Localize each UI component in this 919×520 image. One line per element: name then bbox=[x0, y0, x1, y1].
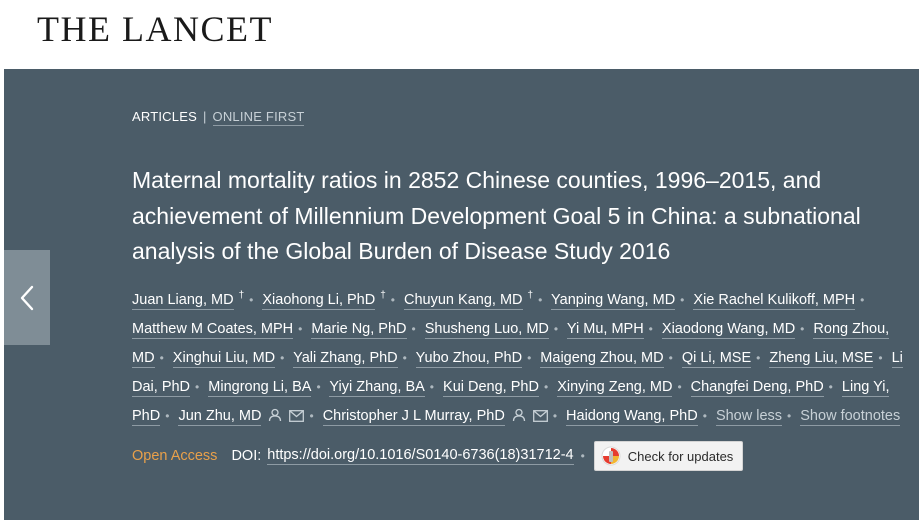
crossmark-icon bbox=[601, 446, 621, 466]
envelope-icon[interactable] bbox=[532, 410, 548, 422]
lancet-logo[interactable]: THE LANCET bbox=[37, 9, 273, 49]
equal-contribution-marker[interactable]: † bbox=[527, 290, 534, 301]
author-list: Juan Liang, MD † • Xiaohong Li, PhD † • Chuy… bbox=[132, 281, 917, 431]
equal-contribution-marker[interactable]: † bbox=[238, 290, 245, 301]
author-link[interactable]: Yubo Zhou, PhD bbox=[415, 350, 523, 368]
author-link[interactable]: Changfei Deng, PhD bbox=[690, 379, 824, 397]
author-link[interactable]: Mingrong Li, BA bbox=[208, 379, 312, 397]
author-separator: • bbox=[552, 409, 558, 423]
check-for-updates-button[interactable]: Check for updates bbox=[593, 441, 744, 471]
author-separator: • bbox=[860, 293, 865, 307]
author-link[interactable]: Haidong Wang, PhD bbox=[566, 408, 698, 426]
author-link[interactable]: Li Dai, PhD bbox=[132, 350, 903, 397]
author-link[interactable]: Juan Liang, MD bbox=[132, 292, 234, 310]
author-link[interactable]: Shusheng Luo, MD bbox=[424, 321, 549, 339]
author-link[interactable]: Maigeng Zhou, MD bbox=[540, 350, 664, 368]
breadcrumb-articles: ARTICLES bbox=[132, 109, 197, 124]
breadcrumb-online-first[interactable]: ONLINE FIRST bbox=[212, 109, 305, 126]
author-link[interactable]: Rong Zhou, MD bbox=[132, 321, 890, 368]
open-access-label: Open Access bbox=[132, 448, 218, 464]
author-link[interactable]: Marie Ng, PhD bbox=[311, 321, 407, 339]
author-separator: • bbox=[390, 293, 395, 307]
person-icon[interactable] bbox=[512, 408, 526, 422]
author-link[interactable]: Xiaohong Li, PhD bbox=[262, 292, 376, 310]
author-separator: • bbox=[280, 351, 285, 365]
author-link[interactable]: Xiaodong Wang, MD bbox=[661, 321, 796, 339]
envelope-icon[interactable] bbox=[289, 410, 305, 422]
author-separator: • bbox=[298, 322, 303, 336]
author-link[interactable]: Yiyi Zhang, BA bbox=[329, 379, 425, 397]
author-link[interactable]: Yali Zhang, PhD bbox=[293, 350, 398, 368]
article-title: Maternal mortality ratios in 2852 Chines… bbox=[132, 167, 861, 264]
author-separator: • bbox=[165, 409, 170, 423]
author-separator: • bbox=[553, 322, 559, 336]
author-separator: • bbox=[756, 351, 761, 365]
check-for-updates-label: Check for updates bbox=[627, 448, 734, 464]
author-separator: • bbox=[648, 322, 653, 336]
doi-link[interactable]: https://doi.org/10.1016/S0140-6736(18)31… bbox=[267, 447, 574, 465]
person-icon[interactable] bbox=[268, 408, 282, 422]
author-separator: • bbox=[429, 380, 434, 394]
breadcrumb-separator: | bbox=[202, 109, 207, 124]
author-link[interactable]: Ling Yi, PhD bbox=[132, 379, 890, 426]
author-separator: • bbox=[527, 351, 532, 365]
author-link[interactable]: Christopher J L Murray, PhD bbox=[322, 408, 505, 426]
chevron-left-icon bbox=[20, 285, 34, 310]
author-separator: • bbox=[316, 380, 321, 394]
breadcrumb: ARTICLES | ONLINE FIRST bbox=[132, 109, 305, 126]
author-link[interactable]: Zheng Liu, MSE bbox=[769, 350, 874, 368]
article-meta: Open Access DOI: https://doi.org/10.1016… bbox=[132, 441, 744, 471]
author-separator: • bbox=[668, 351, 673, 365]
author-separator: • bbox=[411, 322, 416, 336]
author-link[interactable]: Qi Li, MSE bbox=[681, 350, 752, 368]
author-separator: • bbox=[680, 293, 685, 307]
author-separator: • bbox=[309, 409, 314, 423]
author-link[interactable]: Yanping Wang, MD bbox=[551, 292, 676, 310]
doi-label: DOI: bbox=[231, 448, 262, 464]
equal-contribution-marker[interactable]: † bbox=[380, 290, 386, 301]
author-separator: • bbox=[800, 322, 805, 336]
site-header: THE LANCET bbox=[0, 0, 919, 68]
previous-arrow-button[interactable] bbox=[4, 250, 50, 345]
separator-dot: • bbox=[580, 449, 585, 463]
author-link[interactable]: Xinying Zeng, MD bbox=[557, 379, 673, 397]
show-less-link[interactable]: Show less bbox=[715, 408, 783, 426]
article-header: ARTICLES | ONLINE FIRST Maternal mortality… bbox=[4, 69, 919, 520]
author-link[interactable]: Chuyun Kang, MD bbox=[404, 292, 523, 310]
author-separator: • bbox=[828, 380, 833, 394]
author-separator: • bbox=[878, 351, 883, 365]
author-link[interactable]: Xie Rachel Kulikoff, MPH bbox=[693, 292, 856, 310]
author-separator: • bbox=[543, 380, 549, 394]
author-link[interactable]: Xinghui Liu, MD bbox=[172, 350, 276, 368]
author-separator: • bbox=[538, 293, 543, 307]
author-separator: • bbox=[195, 380, 200, 394]
author-separator: • bbox=[677, 380, 682, 394]
show-footnotes-link[interactable]: Show footnotes bbox=[800, 408, 901, 426]
author-separator: • bbox=[787, 409, 792, 423]
author-separator: • bbox=[249, 293, 254, 307]
author-separator: • bbox=[159, 351, 164, 365]
author-link[interactable]: Kui Deng, PhD bbox=[443, 379, 539, 397]
author-separator: • bbox=[702, 409, 707, 423]
author-link[interactable]: Matthew M Coates, MPH bbox=[132, 321, 294, 339]
author-separator: • bbox=[402, 351, 407, 365]
author-link[interactable]: Jun Zhu, MD bbox=[178, 408, 262, 426]
author-link[interactable]: Yi Mu, MPH bbox=[566, 321, 644, 339]
